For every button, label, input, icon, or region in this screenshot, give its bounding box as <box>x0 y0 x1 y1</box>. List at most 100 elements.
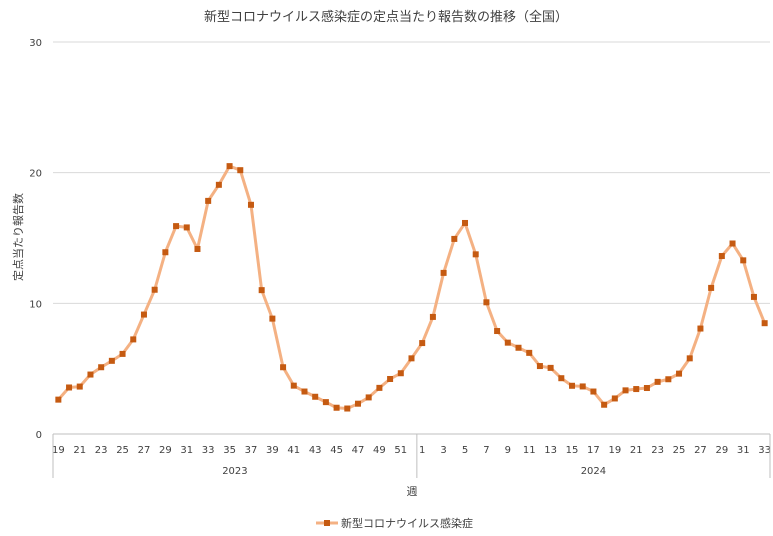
x-tick-label: 23 <box>95 445 108 456</box>
x-tick-label: 43 <box>309 445 322 456</box>
x-tick-label: 29 <box>715 445 728 456</box>
x-tick-label: 21 <box>73 445 86 456</box>
data-point <box>130 336 137 343</box>
data-point <box>526 349 533 356</box>
data-point <box>365 394 372 401</box>
data-point <box>451 235 458 242</box>
data-point <box>376 384 383 391</box>
x-tick-label: 35 <box>223 445 236 456</box>
x-tick-label: 9 <box>505 445 511 456</box>
data-point <box>247 201 254 208</box>
x-tick-label: 5 <box>462 445 468 456</box>
data-point <box>601 401 608 408</box>
data-point <box>429 313 436 320</box>
x-tick-label: 49 <box>373 445 386 456</box>
data-point <box>761 320 768 327</box>
x-tick-label: 29 <box>159 445 172 456</box>
data-point <box>258 287 265 294</box>
data-point <box>504 339 511 346</box>
x-tick-label: 41 <box>287 445 300 456</box>
y-axis-ticks: 0 10 20 30 <box>29 38 42 441</box>
year-label: 2023 <box>222 466 247 477</box>
data-point <box>483 299 490 306</box>
data-point <box>226 163 233 170</box>
data-point <box>397 370 404 377</box>
data-point <box>686 355 693 362</box>
x-tick-label: 19 <box>52 445 65 456</box>
data-point <box>654 378 661 385</box>
y-tick-label: 30 <box>29 38 42 49</box>
data-point <box>472 251 479 258</box>
data-point <box>579 383 586 390</box>
data-point <box>333 404 340 411</box>
data-point <box>515 344 522 351</box>
x-tick-label: 25 <box>116 445 129 456</box>
x-tick-label: 27 <box>694 445 707 456</box>
data-point <box>494 328 501 335</box>
y-tick-label: 0 <box>36 430 42 441</box>
data-point <box>708 284 715 291</box>
data-point <box>536 363 543 370</box>
legend: 新型コロナウイルス感染症 <box>316 516 473 530</box>
data-point <box>108 357 115 364</box>
y-axis-title: 定点当たり報告数 <box>11 193 25 281</box>
series-line <box>56 164 767 411</box>
data-point <box>740 257 747 264</box>
x-tick-label: 21 <box>630 445 643 456</box>
data-point <box>194 245 201 252</box>
x-tick-label: 27 <box>138 445 151 456</box>
data-point <box>590 388 597 395</box>
x-tick-label: 51 <box>394 445 407 456</box>
x-tick-label: 17 <box>587 445 600 456</box>
x-tick-label: 25 <box>673 445 686 456</box>
x-tick-label: 33 <box>758 445 771 456</box>
data-point <box>419 340 426 347</box>
data-point <box>55 396 62 403</box>
data-point <box>665 376 672 383</box>
x-tick-label: 45 <box>330 445 343 456</box>
legend-label: 新型コロナウイルス感染症 <box>341 516 473 530</box>
data-point <box>173 223 180 230</box>
data-point <box>98 364 105 371</box>
chart-title: 新型コロナウイルス感染症の定点当たり報告数の推移（全国） <box>204 9 568 25</box>
x-tick-label: 31 <box>737 445 750 456</box>
data-point <box>697 325 704 332</box>
x-tick-label: 3 <box>440 445 446 456</box>
x-tick-label: 15 <box>566 445 579 456</box>
data-point <box>151 286 158 293</box>
data-point <box>569 382 576 389</box>
data-point <box>215 181 222 188</box>
data-point <box>354 400 361 407</box>
data-point <box>643 385 650 392</box>
data-point <box>87 371 94 378</box>
x-tick-label: 1 <box>419 445 425 456</box>
x-tick-label: 39 <box>266 445 279 456</box>
year-label: 2024 <box>581 466 606 477</box>
data-point <box>729 240 736 247</box>
y-tick-label: 10 <box>29 299 42 310</box>
series-group <box>55 163 768 412</box>
x-tick-label: 23 <box>651 445 664 456</box>
legend-marker-swatch <box>324 520 330 526</box>
data-point <box>633 386 640 393</box>
data-point <box>387 375 394 382</box>
x-axis: 19 21 23 25 27 29 31 33 35 37 39 41 43 45 47 49 51 1 3 5 7 9 1… <box>52 434 771 478</box>
data-point <box>140 311 147 318</box>
data-point <box>312 393 319 400</box>
data-point <box>547 364 554 371</box>
data-point <box>205 197 212 204</box>
data-point <box>290 382 297 389</box>
x-tick-label: 19 <box>608 445 621 456</box>
data-point <box>462 219 469 226</box>
data-point <box>676 370 683 377</box>
data-point <box>611 395 618 402</box>
data-point <box>162 249 169 256</box>
data-point <box>718 253 725 260</box>
data-point <box>269 315 276 322</box>
y-tick-label: 20 <box>29 169 42 180</box>
x-tick-label: 33 <box>202 445 215 456</box>
data-point <box>322 399 329 406</box>
data-point <box>558 375 565 382</box>
